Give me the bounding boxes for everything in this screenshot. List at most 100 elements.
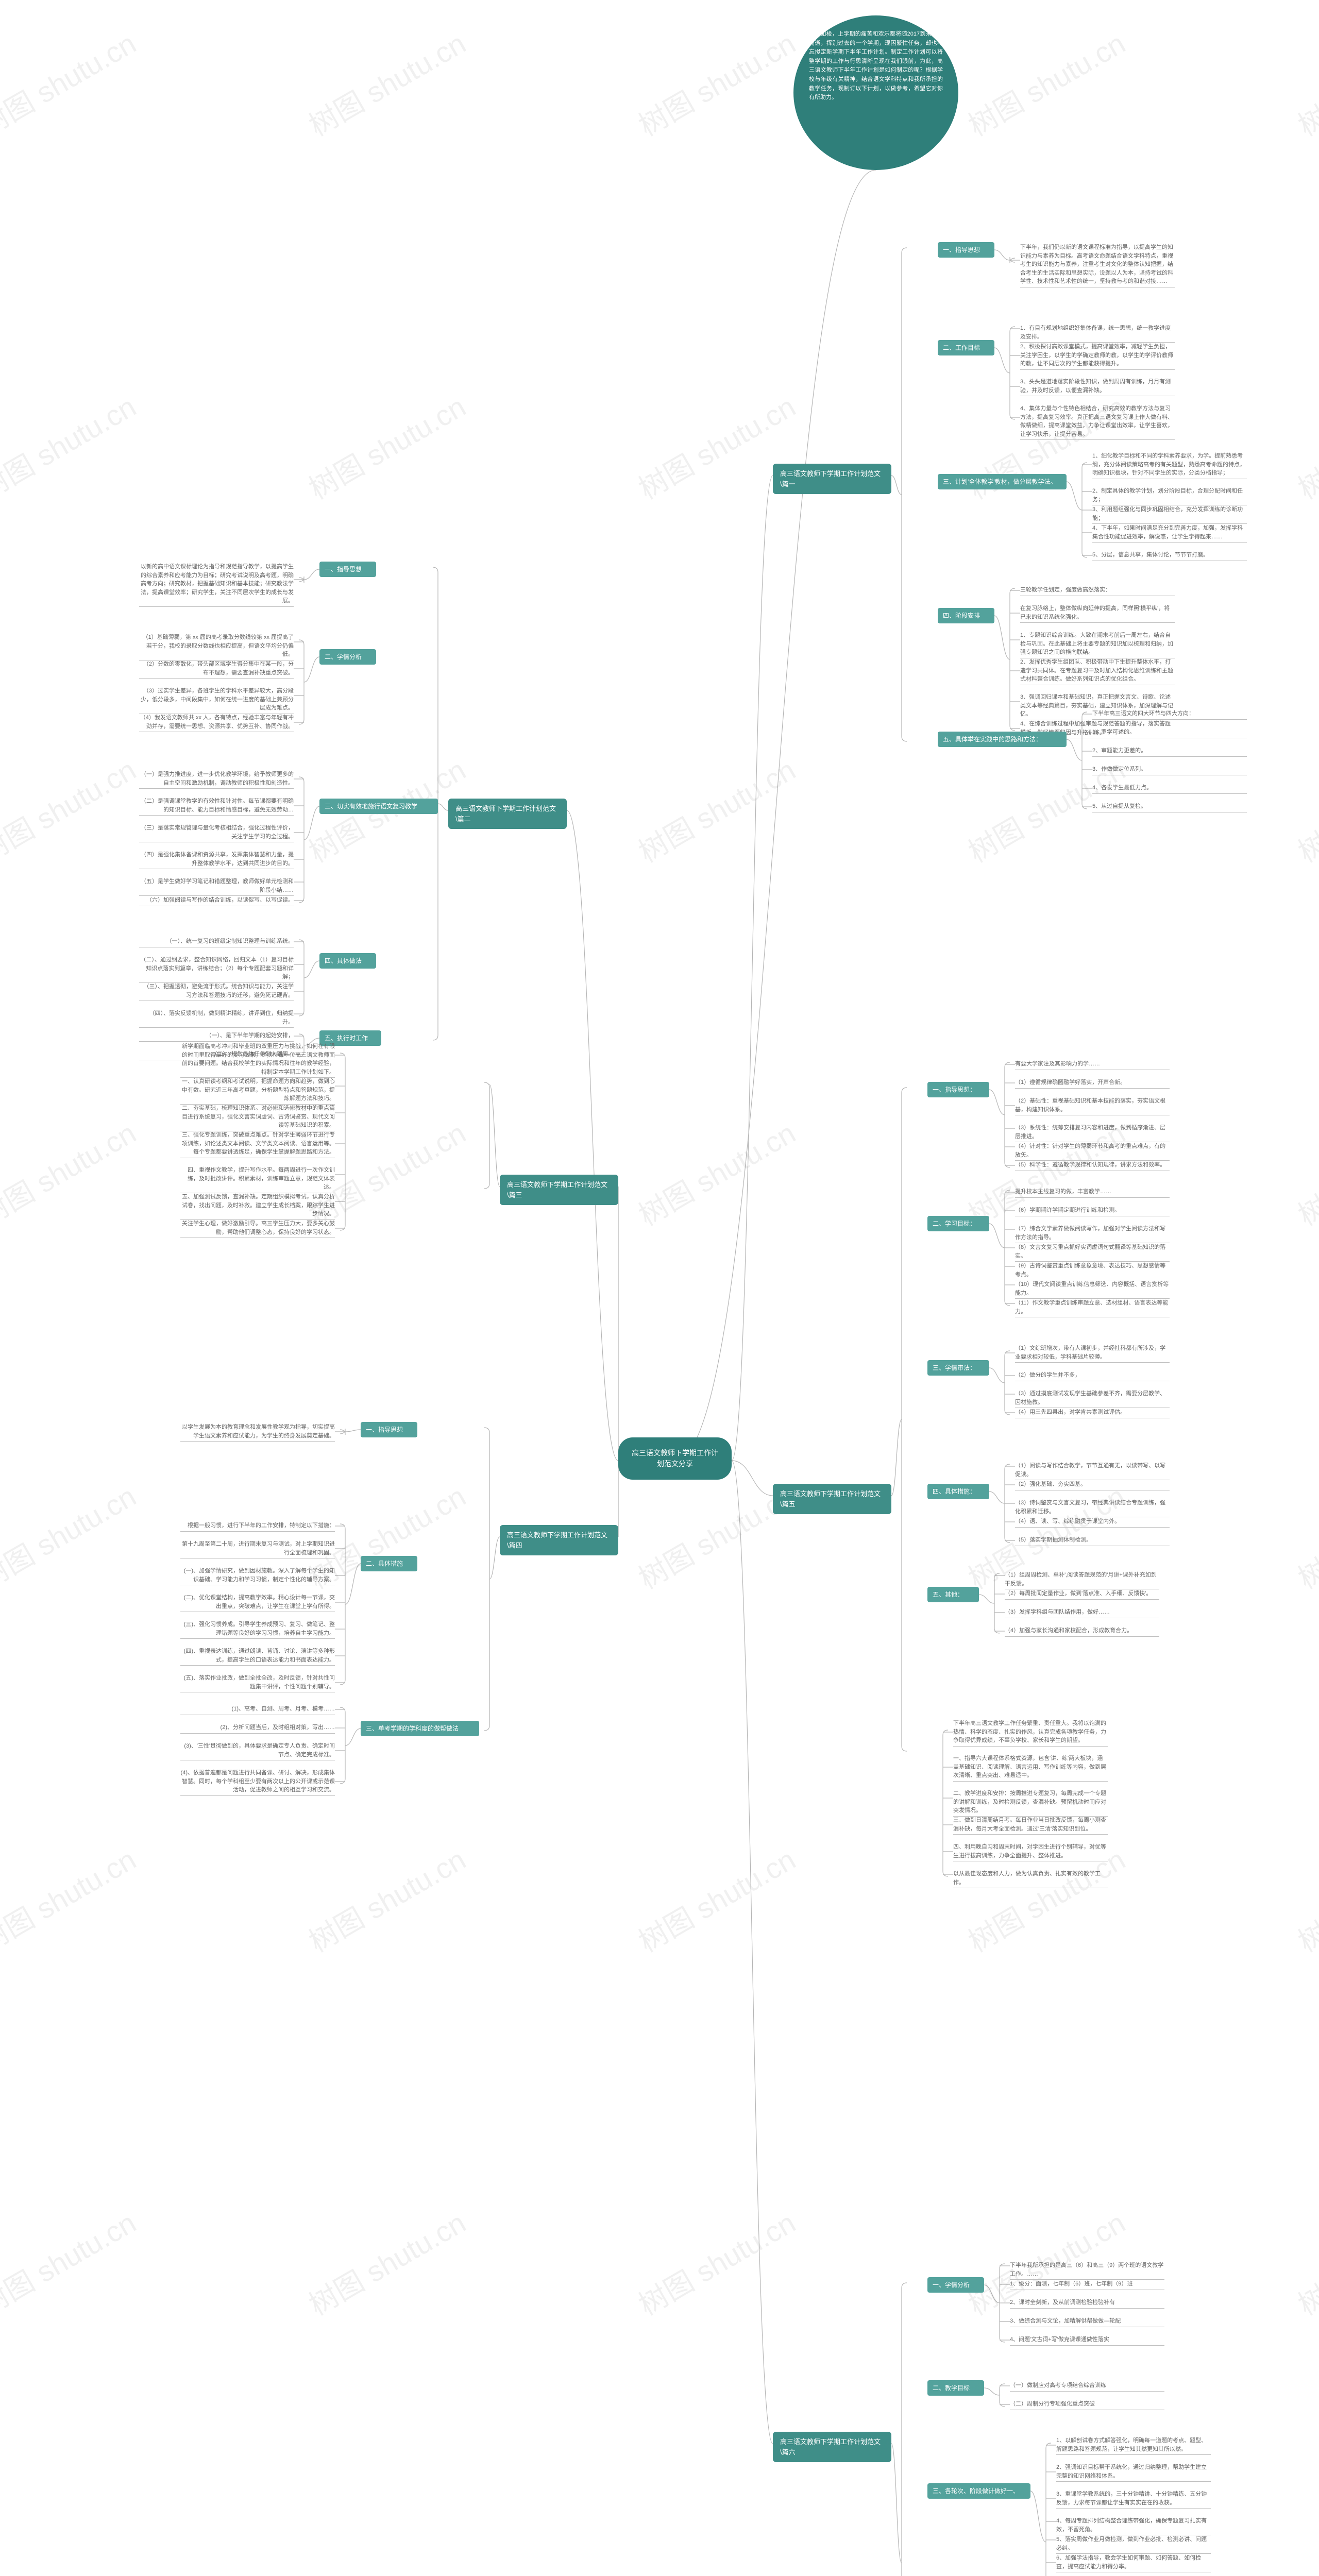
watermark: 树图 shutu.cn	[1289, 748, 1319, 871]
leaf-node: 3、头头是道地落实阶段性知识，做到周周有训练，月月有测验，并及时反馈，以便查漏补…	[1020, 377, 1175, 397]
sub-node: 一、学情分析	[927, 2277, 984, 2293]
leaf-node: 2、审题能力更差的。	[1092, 745, 1247, 758]
leaf-node: （4）针对性：针对学生的薄弱环节和高考的重点难点，有的放矢。	[1015, 1141, 1170, 1162]
section-node: 高三语文教师下学期工作计划范文\篇四	[500, 1525, 618, 1555]
section-node: 高三语文教师下学期工作计划范文\篇一	[773, 464, 891, 494]
leaf-node: (1)、高考、自测、周考、月考、模考……	[180, 1704, 335, 1716]
leaf-node: (3)、'三性'贯彻做到的，具体要求是确定专人负责、确定时间节点、确定完成标准。	[180, 1741, 335, 1761]
leaf-node: （二）周制分行专项强化重点突破	[1010, 2399, 1164, 2411]
sub-node: 三、计划'全体教学'教材，做分层教学法。	[938, 474, 1067, 489]
leaf-node: (2)、分析问题当后，及时组相对策，写出……	[180, 1722, 335, 1735]
leaf-node: 以学生发展为本的教育理念和发展性教学观为指导，切实提高学生语文素养和应试能力，为…	[180, 1422, 335, 1443]
leaf-node: （1）阅读与写作结合教学，节节互通有无，以读带写、以写促读。	[1015, 1461, 1170, 1481]
watermark: 树图 shutu.cn	[630, 1111, 802, 1234]
leaf-node: （4）加强与家长沟通和家校配合，形成教育合力。	[1005, 1625, 1159, 1638]
leaf-node: 2、制定具体的教学计划，划分阶段目标，合理分配时间和任务；	[1092, 486, 1247, 506]
watermark: 树图 shutu.cn	[300, 21, 472, 145]
leaf-node: （11）作文教学重点训练审题立意、选材组材、语言表达等能力。	[1015, 1298, 1170, 1318]
leaf-node: 一、指导六大课程体系格式资源，包含'讲、练'两大板块，涵盖基础知识、阅读理解、语…	[953, 1753, 1108, 1783]
leaf-node: 4、集体力量与个性特色相结合，研究高效的教学方法与复习方法，提高复习效率。真正把…	[1020, 403, 1175, 441]
leaf-node: （10）现代文阅读重点训练信息筛选、内容概括、语言赏析等能力。	[1015, 1279, 1170, 1300]
leaf-node: 4、每周专题排列结构整合理练带强化，确保专题复习扎实有效，不留死角。	[1056, 2516, 1211, 2536]
section-node: 高三语文教师下学期工作计划范文\篇六	[773, 2432, 891, 2462]
sub-node: 五、具体举在实践中的思路和方法：	[938, 732, 1067, 747]
watermark: 树图 shutu.cn	[1289, 2564, 1319, 2576]
leaf-node: （三）、把握透彻，避免流于形式。统合知识与能力，关注学习方法和答题技巧的迁移，避…	[139, 981, 294, 1002]
watermark: 树图 shutu.cn	[0, 748, 143, 871]
leaf-node: 3、重课堂学教系统的，三十分钟精讲、十分钟精练、五分钟反馈，力求每节课都让学生有…	[1056, 2489, 1211, 2510]
section-node: 高三语文教师下学期工作计划范文\篇五	[773, 1484, 891, 1514]
leaf-node: 在复习脉络上，整体做纵向延伸的提高，同样照'横平纵'，将已来的知识系统化强化。	[1020, 603, 1175, 624]
sub-node: 一、指导思想：	[927, 1082, 989, 1097]
leaf-node: （6）学期期许学期定期进行训练和检测。	[1015, 1205, 1170, 1217]
leaf-node: 根据一般习惯，进行下半年的工作安排，特制定以下措施：	[180, 1520, 335, 1533]
leaf-node: (一)、加强学情研究，做到因材施教。深入了解每个学生的知识基础、学习能力和学习习…	[180, 1566, 335, 1586]
leaf-node: 2、课时全刻新，及从前调测检验检验补有	[1010, 2297, 1164, 2310]
sub-node: 五、其他：	[927, 1587, 979, 1602]
sub-node: 二、具体措施	[361, 1556, 417, 1571]
leaf-node: （2）做分的学生并不多，	[1015, 1370, 1170, 1382]
leaf-node: 1、罗学可述的。	[1092, 727, 1247, 739]
leaf-node: 以从最佳现态度和人力，做为认真负责、扎实有效的教学工作。	[953, 1869, 1108, 1889]
watermark: 树图 shutu.cn	[0, 21, 143, 145]
leaf-node: 2、积极探讨高效课堂模式，提高课堂效率，减轻学生负担，关注学困生，以学生的学确定…	[1020, 342, 1175, 371]
leaf-node: 一、认真研读考纲和考试说明，把握命题方向和趋势，做到心中有数。研究近三年高考真题…	[180, 1076, 335, 1106]
leaf-node: （二）是强调课堂教学的有效性和针对性。每节课都要有明确的知识目标、能力目标和情感…	[139, 796, 294, 817]
leaf-node: （4）我发语文教师共 xx 人，各有特点，经验丰富与年轻有冲劲并存，需要统一思想…	[139, 713, 294, 733]
leaf-node: 2、发挥优秀学生组团队、积极带动中下生提升整体水平，打造学习共同体。在专题复习中…	[1020, 657, 1175, 686]
watermark: 树图 shutu.cn	[300, 384, 472, 508]
leaf-node: (五)、落实作业批改，做到全批全改，及时反馈，针对共性问题集中讲评，个性问题个别…	[180, 1673, 335, 1693]
leaf-node: (三)、强化习惯养成。引导学生养成预习、复习、做笔记、整理错题等良好的学习习惯，…	[180, 1619, 335, 1640]
watermark: 树图 shutu.cn	[1289, 1111, 1319, 1234]
intro-bubble: 光阴如梭，上学期的痛苦和欢乐都将随2017到来一转而逝，挥别过去的一个学期，现困…	[793, 15, 958, 170]
leaf-node: 新学期面临高考冲刺和毕业班的双重压力与挑战，如何在有限的时间里取得最好的复习效果…	[180, 1041, 335, 1079]
leaf-node: 3、作做做定位系列。	[1092, 764, 1247, 776]
leaf-node: 1、有目有规划地组织好集体备课，统一思想，统一教学进度及安排。	[1020, 323, 1175, 344]
leaf-node: （二）、通过纲要求，整合知识网络，回归文本（1）复习目标知识点落实到篇章，讲练结…	[139, 955, 294, 984]
watermark: 树图 shutu.cn	[300, 2564, 472, 2576]
leaf-node: （2）每周批阅定量作业，做到'落点准、入手细、反馈快'。	[1005, 1588, 1159, 1601]
watermark: 树图 shutu.cn	[630, 2200, 802, 2324]
leaf-node: （3）系统性：统筹安排复习内容和进度，做到循序渐进、层层推进。	[1015, 1123, 1170, 1143]
leaf-node: 五、加强测试反馈，查漏补缺。定期组织模拟考试，认真分析试卷，找出问题，及时补救。…	[180, 1192, 335, 1221]
watermark: 树图 shutu.cn	[630, 21, 802, 145]
leaf-node: （一）做制应对高考专项结合综合训练	[1010, 2380, 1164, 2393]
leaf-node: （1）遵循规律确圆融学好落实，开声合新。	[1015, 1077, 1170, 1090]
leaf-node: （2）分数的零散化，带头部区域学生得分集中在某一段，分布不理想，需要查漏补缺重点…	[139, 659, 294, 680]
sub-node: 一、指导思想	[938, 242, 994, 258]
leaf-node: （一）是强力推进度，进一步优化教学环境，给予教师更多的自主空间和激励机制，调动教…	[139, 769, 294, 790]
leaf-node: （六）加强阅读与写作的结合训练，以读促写、以写促读。	[139, 895, 294, 907]
leaf-node: 二、夯实基础，梳理知识体系。对必修和选修教材中的重点篇目进行系统复习，强化文言实…	[180, 1103, 335, 1132]
leaf-node: 提升校本主线复习的做，丰富教学……	[1015, 1187, 1170, 1199]
watermark: 树图 shutu.cn	[300, 1837, 472, 1961]
leaf-node: 三轮教学任划定，强度做高然落实：	[1020, 585, 1175, 597]
leaf-node: 三、做到日清周结月考。每日作业当日批改反馈，每周小测查漏补缺，每月大考全面检测。…	[953, 1815, 1108, 1836]
sub-node: 四、具体措施：	[927, 1484, 989, 1499]
leaf-node: （3）发挥学科组与团队结作用，做好……	[1005, 1607, 1159, 1619]
leaf-node: （2）基础性：重视基础知识和基本技能的落实，夯实语文根基，构建知识体系。	[1015, 1096, 1170, 1116]
watermark: 树图 shutu.cn	[1289, 1837, 1319, 1961]
leaf-node: 三、强化专题训练，突破重点难点。针对学生薄弱环节进行专项训练，如论述类文本阅读、…	[180, 1130, 335, 1159]
watermark: 树图 shutu.cn	[0, 2564, 143, 2576]
leaf-node: （五）是学生做好学习笔记和错题整理，教师做好单元检测和阶段小结……	[139, 876, 294, 897]
leaf-node: （4）用三先四县出，对学肯共素测试评估。	[1015, 1407, 1170, 1419]
leaf-node: 第十九周至第二十周，进行期末复习与测试，对上学期知识进行全面梳理和巩固。	[180, 1539, 335, 1560]
leaf-node: 以新的高中语文课标理论为指导和规范指导教学，以提高学生的综合素养和应考能力为目标…	[139, 562, 294, 608]
leaf-node: 下半年高三语文的四大环节与四大方向：	[1092, 708, 1247, 721]
leaf-node: 有要大学家注及其影响力的学……	[1015, 1059, 1170, 1071]
sub-node: 二、学习目标：	[927, 1216, 989, 1231]
watermark: 树图 shutu.cn	[630, 748, 802, 871]
leaf-node: 5、分层，信息共享，集体讨论，节节节打磨。	[1092, 550, 1247, 562]
sub-node: 三、单考学期的学科度的做帮做法	[361, 1721, 479, 1736]
sub-node: 一、指导思想	[319, 562, 376, 577]
leaf-node: （1）组周周检测、单补',阅读答题规范的'月讲+课外补充如到干反馈。	[1005, 1570, 1159, 1590]
watermark: 树图 shutu.cn	[959, 21, 1131, 145]
leaf-node: （3）通过摸底测试发现学生基础参差不齐，需要分层教学、因材施教。	[1015, 1388, 1170, 1409]
sub-node: 三、学情审法：	[927, 1360, 989, 1376]
watermark: 树图 shutu.cn	[1289, 21, 1319, 145]
leaf-node: 4、下半年，如果时间满足充分到完善力度，加强，发挥学科集合性功能促进效率，解说惑…	[1092, 523, 1247, 544]
watermark: 树图 shutu.cn	[300, 2200, 472, 2324]
watermark: 树图 shutu.cn	[0, 1111, 143, 1234]
leaf-node: 2、强调知识目标帮干系统化，通过归纳整理，帮助学生建立完整的知识网络和体系。	[1056, 2462, 1211, 2483]
leaf-node: 5、落实周做作业月做检测，做到作业必批、检测必讲、问题必纠。	[1056, 2534, 1211, 2555]
